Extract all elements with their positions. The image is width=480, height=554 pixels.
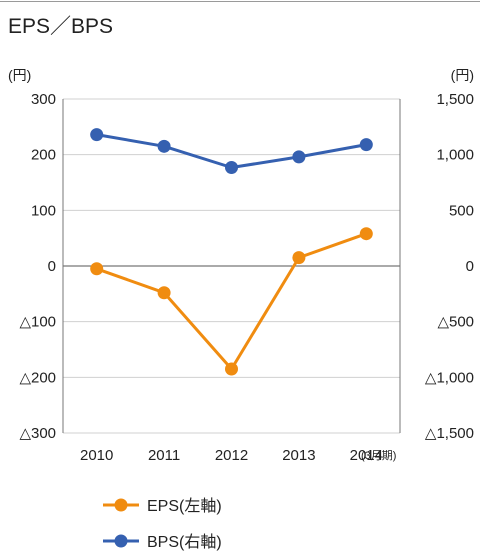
chart-title: EPS／BPS	[8, 15, 113, 38]
legend-entry: EPS(左軸)	[103, 497, 222, 515]
data-point	[225, 362, 238, 376]
x-tick-label: 2010	[80, 447, 113, 464]
series-1	[90, 128, 373, 174]
left-tick-label: △200	[19, 369, 56, 386]
period-suffix: (3月期)	[361, 449, 396, 462]
x-tick-label: 2011	[148, 447, 180, 464]
right-tick-label: 0	[466, 258, 474, 275]
legend-entry: BPS(右軸)	[103, 533, 222, 551]
data-point	[359, 138, 373, 152]
data-point	[157, 139, 171, 153]
series-0	[90, 227, 373, 376]
right-axis-unit: (円)	[451, 67, 474, 83]
series-line	[96, 232, 367, 371]
right-tick-label: △500	[437, 314, 474, 331]
data-point	[157, 286, 171, 300]
right-tick-labels: 1,500 1,000 500 0 △500 △1,000 △1,500	[425, 91, 474, 442]
x-tick-label: 2013	[282, 447, 315, 464]
left-tick-label: 0	[48, 258, 56, 275]
data-point	[90, 262, 104, 276]
x-tick-label: 2014	[350, 447, 383, 464]
left-tick-labels: 300 200 100 0 △100 △200 △300	[19, 91, 56, 442]
right-tick-label: △1,500	[425, 425, 474, 442]
legend-label: EPS(左軸)	[147, 497, 222, 515]
legend-swatch-marker	[114, 498, 128, 512]
left-tick-label: △300	[19, 425, 56, 442]
right-tick-label: 1,000	[436, 147, 474, 164]
right-tick-label: △1,000	[425, 369, 474, 386]
series-layer	[90, 128, 373, 376]
left-tick-label: 100	[31, 202, 56, 219]
data-point	[225, 160, 238, 174]
legend: EPS(左軸) BPS(右軸)	[103, 497, 222, 551]
right-tick-label: 500	[449, 202, 474, 219]
left-tick-label: 200	[31, 147, 56, 164]
data-point	[90, 128, 104, 142]
data-point	[292, 251, 306, 265]
gridlines	[63, 98, 400, 434]
legend-swatch-marker	[114, 534, 128, 548]
data-point	[359, 227, 373, 241]
axes	[62, 99, 401, 433]
left-axis-unit: (円)	[8, 67, 31, 83]
left-tick-label: 300	[31, 91, 56, 108]
right-tick-label: 1,500	[436, 91, 474, 108]
x-tick-labels: 2010 2011 2012 2013 2014	[80, 447, 383, 464]
legend-label: BPS(右軸)	[147, 533, 222, 551]
left-tick-label: △100	[19, 314, 56, 331]
x-tick-label: 2012	[215, 447, 248, 464]
data-point	[292, 150, 306, 164]
